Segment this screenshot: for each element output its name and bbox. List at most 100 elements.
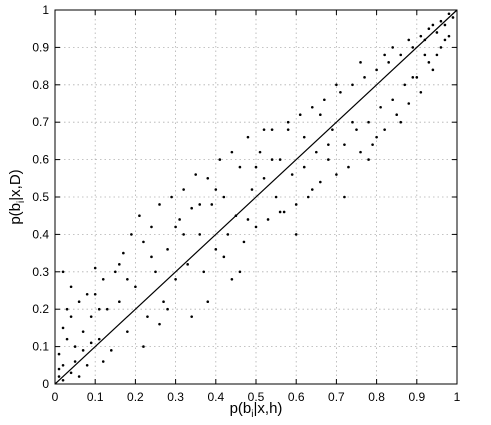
x-tick-label: 0.1 — [87, 390, 104, 404]
scatter-point — [166, 248, 169, 251]
scatter-point — [61, 326, 65, 330]
scatter-point — [355, 128, 358, 131]
scatter-point — [182, 188, 185, 191]
scatter-point — [77, 300, 81, 304]
scatter-point — [331, 128, 334, 131]
scatter-point — [150, 225, 153, 229]
scatter-point — [89, 341, 93, 345]
scatter-point — [109, 349, 113, 352]
scatter-point — [198, 203, 202, 206]
scatter-point — [447, 12, 451, 16]
scatter-point — [89, 315, 93, 318]
scatter-point — [343, 195, 346, 199]
scatter-point — [443, 38, 447, 42]
scatter-point — [65, 307, 69, 311]
scatter-point — [194, 173, 197, 176]
scatter-point — [294, 203, 298, 206]
scatter-point — [319, 180, 322, 184]
y-axis-label: p(bi|x,D) — [7, 169, 27, 224]
y-tick-label: 0.8 — [32, 78, 49, 92]
scatter-point — [158, 203, 161, 206]
scatter-point — [383, 53, 386, 57]
scatter-point — [61, 378, 65, 382]
scatter-point — [427, 61, 431, 64]
scatter-point — [302, 135, 306, 139]
scatter-point — [174, 277, 177, 281]
scatter-point — [93, 266, 97, 270]
scatter-point — [146, 315, 149, 318]
scatter-point — [278, 210, 282, 214]
x-tick-label: 0.6 — [288, 390, 305, 404]
scatter-point — [298, 113, 302, 117]
scatter-point — [310, 105, 314, 109]
scatter-point — [367, 120, 370, 124]
scatter-point — [290, 173, 294, 176]
scatter-point — [351, 120, 354, 124]
y-tick-label: 0.4 — [32, 227, 49, 241]
scatter-point — [122, 251, 125, 255]
scatter-point — [57, 375, 61, 378]
axis-ticks: 0 0.1 0.2 0.3 0.4 0.5 0.6 0.7 0.8 0.9 1 0 0.1 0.2 0.3 0… — [32, 3, 460, 404]
scatter-point — [439, 46, 443, 49]
scatter-point — [250, 188, 254, 191]
scatter-point — [439, 19, 443, 23]
scatter-point — [166, 307, 169, 311]
scatter-point — [451, 16, 455, 19]
scatter-point — [222, 195, 226, 199]
y-tick-label: 1 — [42, 3, 49, 17]
scatter-point — [85, 364, 89, 367]
scatter-point — [57, 352, 61, 356]
x-tick-label: 0.8 — [368, 390, 385, 404]
scatter-point — [387, 61, 390, 64]
scatter-point — [375, 135, 378, 139]
scatter-point — [359, 150, 362, 154]
scatter-point — [230, 150, 234, 154]
y-tick-label: 0.9 — [32, 40, 49, 54]
scatter-point — [323, 98, 326, 102]
scatter-point — [443, 23, 447, 27]
scatter-point — [367, 158, 370, 161]
x-tick-label: 0.5 — [248, 390, 265, 404]
x-tick-label: 0.2 — [127, 390, 144, 404]
scatter-point — [431, 68, 435, 72]
scatter-point — [150, 255, 153, 259]
y-tick-label: 0.5 — [32, 190, 49, 204]
scatter-point — [447, 34, 451, 38]
scatter-point — [206, 177, 210, 180]
scatter-point — [101, 360, 105, 363]
scatter-point — [347, 165, 350, 169]
scatter-point — [134, 285, 137, 289]
scatter-point — [306, 195, 310, 199]
x-tick-label: 0.9 — [408, 390, 425, 404]
scatter-point — [399, 120, 403, 124]
grid — [55, 10, 457, 384]
scatter-point — [118, 300, 121, 304]
scatter-point — [351, 83, 354, 87]
scatter-point — [319, 113, 322, 117]
scatter-point — [391, 46, 394, 49]
y-tick-label: 0.3 — [32, 265, 49, 279]
scatter-point — [310, 188, 314, 191]
scatter-point — [198, 233, 202, 236]
scatter-point — [126, 277, 129, 281]
scatter-point — [186, 263, 189, 266]
scatter-point — [415, 76, 419, 79]
scatter-point — [118, 263, 121, 266]
scatter-point — [258, 150, 262, 154]
scatter-point — [57, 367, 61, 371]
x-tick-label: 0 — [52, 390, 59, 404]
scatter-point — [85, 292, 89, 296]
y-tick-label: 0.7 — [32, 115, 49, 129]
scatter-point — [274, 195, 278, 199]
scatter-point — [282, 210, 286, 214]
scatter-point — [101, 277, 105, 281]
scatter-point — [391, 98, 394, 102]
scatter-point — [61, 364, 65, 367]
scatter-point — [419, 34, 423, 38]
scatter-point — [327, 158, 330, 161]
scatter-point — [154, 270, 157, 274]
scatter-point — [403, 83, 407, 87]
scatter-point — [379, 105, 382, 109]
scatter-point — [69, 315, 73, 318]
